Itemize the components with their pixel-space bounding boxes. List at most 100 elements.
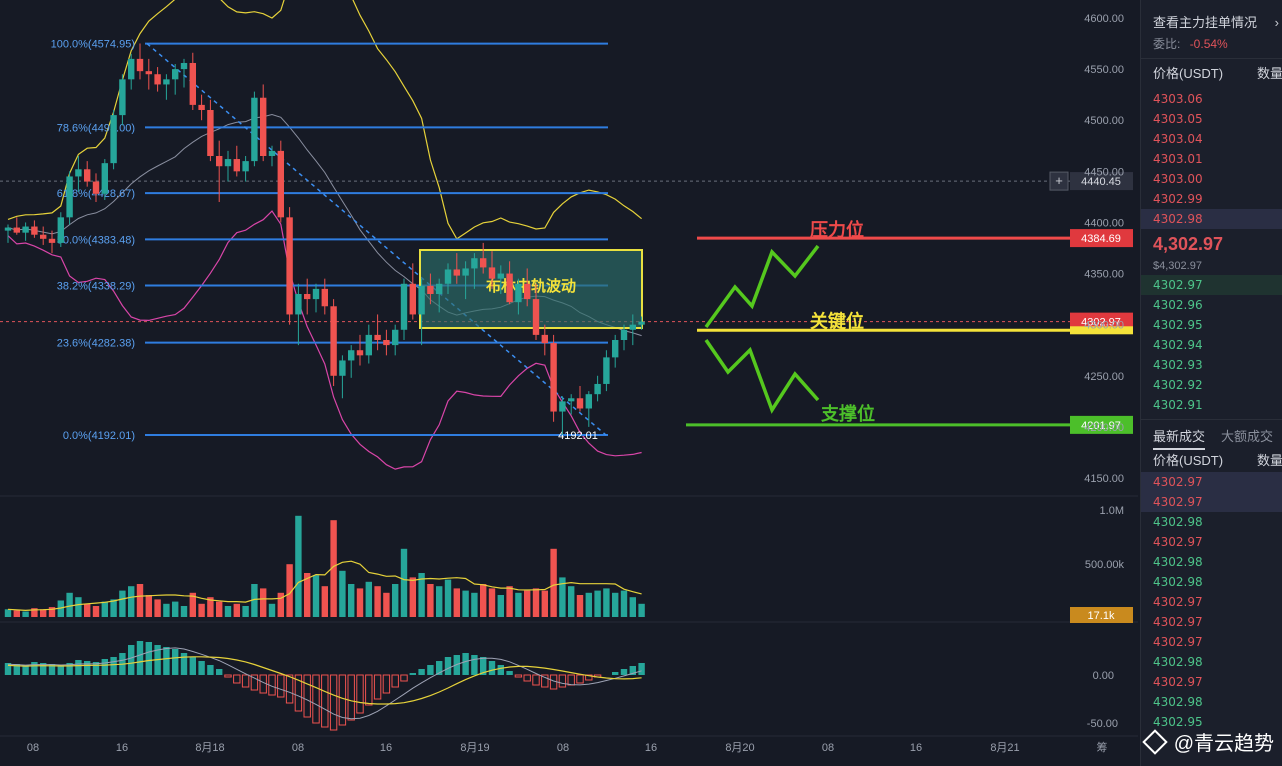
bid-row[interactable]: 4302.92 <box>1153 378 1203 392</box>
volume-bar <box>471 592 478 617</box>
ask-row[interactable]: 4303.01 <box>1153 152 1203 166</box>
y-tick-label: 4350.00 <box>1084 269 1124 281</box>
macd-bar <box>462 653 469 675</box>
y-tick-label: 4400.00 <box>1084 217 1124 229</box>
chevron-right-icon[interactable]: › <box>1274 15 1279 30</box>
macd-bar <box>373 674 382 700</box>
bid-row[interactable]: 4302.93 <box>1153 358 1203 372</box>
volume-bar <box>207 597 214 617</box>
volume-bar <box>260 588 267 617</box>
candle-body <box>497 273 504 279</box>
ask-row[interactable]: 4303.04 <box>1153 132 1203 146</box>
ask-row[interactable]: 4302.99 <box>1153 192 1203 206</box>
x-tick-label: 8月18 <box>195 742 224 754</box>
trade-row: 4302.97 <box>1153 675 1203 689</box>
volume-bar <box>286 564 293 617</box>
candle-body <box>330 306 337 376</box>
crosshair-tag <box>1070 172 1133 191</box>
volume-bar <box>524 590 531 617</box>
volume-tick: 1.0M <box>1100 505 1124 517</box>
volume-bar <box>444 579 452 617</box>
x-tick-label-partial: 筹 <box>1097 740 1108 754</box>
ask-row[interactable]: 4303.06 <box>1153 92 1203 106</box>
candle-body <box>638 321 645 325</box>
last-price-usd: $4,302.97 <box>1153 260 1202 272</box>
volume-bar <box>365 581 372 617</box>
x-tick-label: 8月21 <box>990 742 1019 754</box>
macd-bar <box>84 661 91 675</box>
bid-row[interactable]: 4302.94 <box>1153 338 1203 352</box>
volume-bar <box>277 592 284 617</box>
volume-bar <box>92 606 100 617</box>
volume-bar <box>180 606 188 617</box>
candle-body <box>251 97 258 162</box>
x-tick-label: 16 <box>910 742 922 754</box>
candle-body <box>312 288 320 300</box>
trade-row: 4302.97 <box>1153 595 1203 609</box>
volume-bar <box>304 573 311 617</box>
volume-bar <box>568 586 575 617</box>
candle-body <box>22 226 29 233</box>
price-tag-text: 4302.97 <box>1081 317 1121 329</box>
trade-row: 4302.98 <box>1153 575 1203 589</box>
volume-bar <box>620 590 628 617</box>
volume-bar <box>321 586 328 617</box>
macd-bar <box>356 674 364 714</box>
candle-body <box>31 226 38 235</box>
ratio-row: 委比: -0.54% <box>1141 34 1282 54</box>
macd-bar <box>312 674 320 724</box>
y-tick-label: 4200.00 <box>1084 422 1124 434</box>
volume-bar <box>488 588 496 617</box>
candle-body <box>268 150 276 156</box>
candle-body <box>392 329 399 346</box>
macd-bar <box>418 669 425 675</box>
volume-bar <box>22 611 29 617</box>
volume-bar <box>13 610 20 617</box>
candle-body <box>585 394 592 409</box>
tab-latest-trades[interactable]: 最新成交 <box>1153 424 1206 450</box>
chart-area[interactable]: 100.0%(4574.95) 78.6%(4493.00) 61.8%(4428.… <box>0 0 1138 766</box>
ask-row[interactable]: 4302.98 <box>1141 209 1282 229</box>
volume-bar <box>383 592 390 617</box>
candle-body <box>488 267 496 279</box>
bid-row[interactable]: 4302.96 <box>1153 298 1203 312</box>
bid-row[interactable]: 4302.95 <box>1153 318 1203 332</box>
volume-bar <box>585 592 592 617</box>
trade-row: 4302.98 <box>1153 515 1203 529</box>
macd-bar <box>567 674 575 686</box>
volume-bar <box>400 548 408 617</box>
candle-body <box>295 294 302 315</box>
x-tick-label: 08 <box>292 742 304 754</box>
order-book-title-text[interactable]: 查看主力挂单情况 <box>1153 15 1258 30</box>
trade-tabs[interactable]: 最新成交 大额成交 <box>1141 424 1282 450</box>
macd-bar <box>523 674 531 682</box>
watermark-logo-icon <box>1141 728 1168 755</box>
y-tick-label: 4600.00 <box>1084 13 1124 25</box>
order-book-title[interactable]: 查看主力挂单情况 › <box>1141 12 1282 34</box>
macd-bar <box>303 674 311 718</box>
candle-body <box>40 234 47 239</box>
tab-large-trades[interactable]: 大额成交 <box>1221 429 1274 444</box>
volume-bar <box>84 603 91 617</box>
x-tick-label: 16 <box>116 742 128 754</box>
price-chart[interactable]: 100.0%(4574.95)78.6%(4493.00)61.8%(4428.… <box>0 0 1138 766</box>
bid-row[interactable]: 4302.91 <box>1153 398 1203 412</box>
support-path-arrow <box>704 339 820 414</box>
volume-bar <box>629 597 636 617</box>
volume-bar <box>506 586 513 617</box>
candle-body <box>119 79 126 116</box>
trade-row: 4302.97 <box>1153 635 1203 649</box>
volume-bar <box>224 606 232 617</box>
macd-bar <box>558 674 567 688</box>
col-price-label: 价格(USDT) <box>1153 66 1224 81</box>
volume-bar <box>612 592 619 617</box>
candle-body <box>286 217 293 315</box>
x-tick-label: 16 <box>380 742 392 754</box>
macd-bar <box>233 674 241 684</box>
ask-row[interactable]: 4303.05 <box>1153 112 1203 126</box>
bid-row[interactable]: 4302.97 <box>1141 275 1282 295</box>
candle-body <box>444 269 452 284</box>
candle-body <box>75 169 82 177</box>
candle-body <box>506 273 513 303</box>
ask-row[interactable]: 4303.00 <box>1153 172 1203 186</box>
